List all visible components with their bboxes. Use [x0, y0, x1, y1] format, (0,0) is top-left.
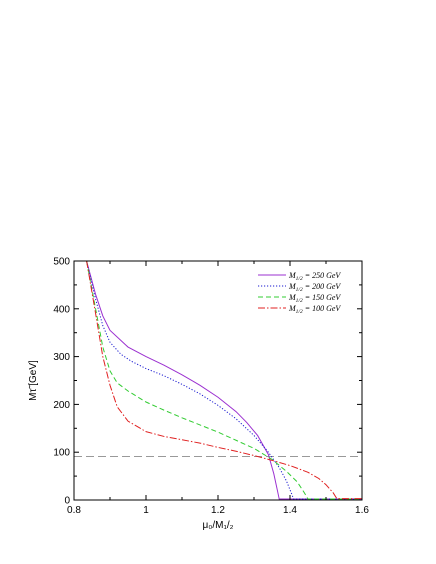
x-tick-label-2: 1.2 [211, 505, 225, 516]
legend-label-2: M1/2 = 150 GeV [288, 293, 341, 304]
series-group [86, 261, 362, 500]
x-axis-label: μ₀/M₁/₂ [202, 520, 233, 531]
x-tick-label-0: 0.8 [67, 505, 81, 516]
x-tick-label-3: 1.4 [283, 505, 297, 516]
series-line-3 [86, 261, 362, 500]
legend-label-0: M1/2 = 250 GeV [288, 271, 341, 282]
y-axis-label: Mτ̃ [GeV] [28, 360, 39, 401]
series-line-0 [86, 261, 362, 500]
y-tick-label-4: 400 [53, 304, 70, 315]
series-line-1 [86, 261, 362, 500]
axes-layer: 0.8 1 1.2 1.4 1.6 0 100 200 300 400 500 [53, 257, 369, 517]
legend-label-3: M1/2 = 100 GeV [288, 304, 341, 315]
y-tick-label-0: 0 [64, 496, 70, 507]
y-tick-label-2: 200 [53, 400, 70, 411]
series-line-2 [86, 261, 362, 500]
x-tick-label-4: 1.6 [355, 505, 369, 516]
y-tick-label-1: 100 [53, 448, 70, 459]
plot-layer [74, 261, 362, 500]
legend-label-1: M1/2 = 200 GeV [288, 282, 341, 293]
y-tick-label-5: 500 [53, 257, 70, 268]
y-tick-label-3: 300 [53, 352, 70, 363]
x-tick-label-1: 1 [143, 505, 149, 516]
